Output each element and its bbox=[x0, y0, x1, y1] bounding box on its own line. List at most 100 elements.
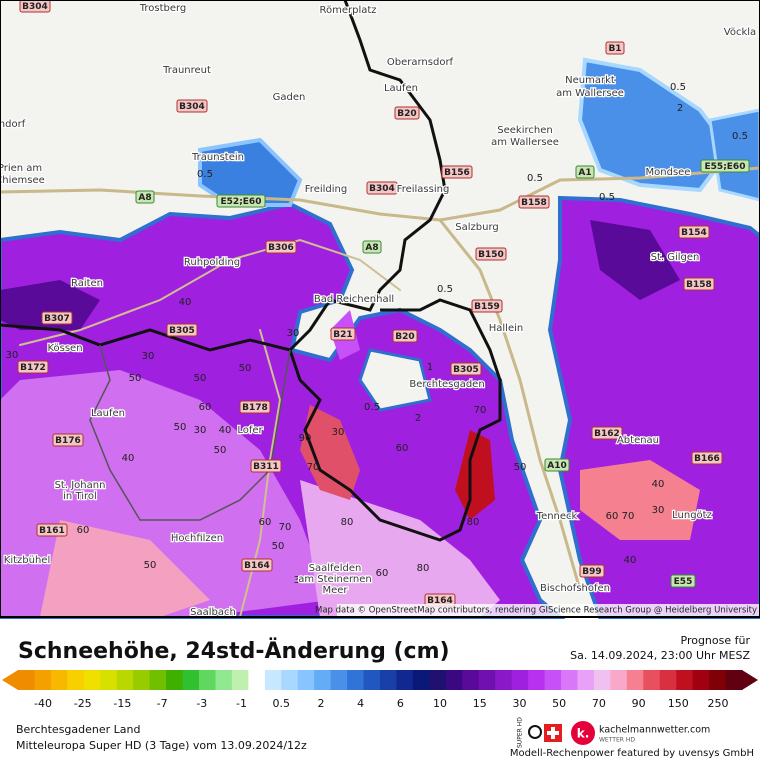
legend-swatch bbox=[182, 670, 200, 690]
legend-swatch bbox=[116, 670, 134, 690]
model: Mitteleuropa Super HD (3 Tage) vom 13.09… bbox=[16, 739, 307, 752]
brand-logo-letter: k. bbox=[577, 727, 590, 741]
legend-swatch bbox=[133, 670, 151, 690]
road-label: B154 bbox=[681, 228, 707, 238]
road-shield bbox=[394, 106, 420, 120]
road-shield bbox=[441, 165, 473, 179]
forecast-time: Sa. 14.09.2024, 23:00 Uhr MESZ bbox=[570, 649, 750, 662]
legend-tick-label: 2 bbox=[317, 697, 324, 710]
contour-label: 60 bbox=[606, 511, 619, 522]
contour-label: 30 bbox=[6, 350, 19, 361]
road-shield bbox=[239, 400, 271, 414]
contour-label: 2 bbox=[677, 103, 683, 114]
road-shield bbox=[544, 458, 570, 472]
road-label: B304 bbox=[369, 184, 395, 194]
contour-label: 30 bbox=[142, 351, 155, 362]
map-labels: B304 B1 B304 B20 B156 B304 A8 E52;E60 A1 E55;E60 B… bbox=[0, 0, 757, 619]
legend-tick-label: 0.5 bbox=[272, 697, 290, 710]
contour-label: 80 bbox=[417, 563, 430, 574]
road-label: B305 bbox=[453, 365, 479, 375]
place-label: Meer bbox=[322, 585, 348, 596]
road-shield bbox=[392, 329, 418, 343]
place-label: St. Gilgen bbox=[651, 252, 700, 263]
road-label: B20 bbox=[397, 109, 416, 119]
place-label: Gaden bbox=[273, 92, 306, 103]
road-shield bbox=[135, 190, 155, 204]
place-label: St. Johann bbox=[55, 480, 106, 491]
road-label: B161 bbox=[39, 526, 65, 536]
contour-label: 0.5 bbox=[599, 192, 615, 203]
place-label: Berchtesgaden bbox=[409, 379, 484, 390]
place-label: Prien am bbox=[0, 163, 42, 174]
contour-label: 60 bbox=[396, 443, 409, 454]
place-label: Mondsee bbox=[646, 167, 691, 178]
legend-tick-label: 4 bbox=[357, 697, 364, 710]
contour-label: 40 bbox=[219, 425, 232, 436]
legend-swatch bbox=[577, 670, 595, 690]
legend-swatch bbox=[445, 670, 463, 690]
legend-swatch bbox=[692, 670, 710, 690]
road-shield bbox=[41, 311, 73, 325]
legend-tick-label: 50 bbox=[552, 697, 566, 710]
legend-tick-label: -1 bbox=[236, 697, 247, 710]
road-label: A8 bbox=[365, 243, 378, 253]
legend-swatch bbox=[231, 670, 249, 690]
contour-label: 2 bbox=[415, 413, 421, 424]
legend-swatch bbox=[495, 670, 513, 690]
contour-label: 50 bbox=[174, 422, 187, 433]
legend-swatch bbox=[593, 670, 611, 690]
road-shield bbox=[330, 327, 356, 341]
place-label: Oberarnsdorf bbox=[387, 57, 454, 68]
legend-tick-label: 90 bbox=[632, 697, 646, 710]
road-shield bbox=[250, 459, 282, 473]
contour-label: 40 bbox=[122, 453, 135, 464]
road-shield bbox=[475, 247, 507, 261]
contour-label: 70 bbox=[279, 522, 292, 533]
place-label: in Tirol bbox=[63, 491, 97, 502]
road-label: B311 bbox=[253, 462, 279, 472]
brand-sub: WETTER HD bbox=[599, 737, 635, 744]
road-shield bbox=[700, 159, 750, 173]
legend-swatch bbox=[643, 670, 661, 690]
contour-label: 30 bbox=[194, 425, 207, 436]
legend-tick-label: 150 bbox=[668, 697, 689, 710]
place-label: Laufen bbox=[384, 83, 418, 94]
place-label: Bad Reichenhall bbox=[314, 294, 394, 305]
road-shield bbox=[19, 0, 51, 13]
legend-tick-label: 10 bbox=[433, 697, 447, 710]
legend-swatch bbox=[380, 670, 397, 690]
road-label: B166 bbox=[694, 454, 720, 464]
contour-label: 70 bbox=[307, 462, 320, 473]
place-label: Trostberg bbox=[139, 3, 187, 14]
road-shield bbox=[52, 433, 84, 447]
contour-label: 60 bbox=[77, 525, 90, 536]
contour-label: 30 bbox=[294, 575, 307, 586]
legend-swatch bbox=[396, 670, 414, 690]
contour-label: 30 bbox=[652, 505, 665, 516]
legend-tick-label: -3 bbox=[196, 697, 207, 710]
place-label: Laufen bbox=[91, 408, 125, 419]
place-label: Tenneck bbox=[536, 511, 578, 522]
legend-tick-label: 15 bbox=[473, 697, 487, 710]
road-label: B307 bbox=[44, 314, 70, 324]
place-label: Bischofshofen bbox=[540, 583, 610, 594]
legend-swatch bbox=[83, 670, 101, 690]
road-shield bbox=[670, 574, 696, 588]
contour-label: 60 bbox=[199, 402, 212, 413]
legend-swatch bbox=[199, 670, 216, 690]
road-shield bbox=[17, 360, 49, 374]
road-label: B99 bbox=[582, 567, 601, 577]
contour-label: 80 bbox=[341, 517, 354, 528]
legend-swatch bbox=[100, 670, 118, 690]
legend-swatch bbox=[544, 670, 562, 690]
legend-swatch bbox=[18, 670, 35, 690]
road-label: B158 bbox=[521, 198, 547, 208]
road-shield bbox=[166, 323, 198, 337]
contour-label: 50 bbox=[129, 373, 142, 384]
legend-tick-label: 6 bbox=[397, 697, 404, 710]
contour-label: 50 bbox=[214, 445, 227, 456]
legend-swatch bbox=[478, 670, 496, 690]
place-label: am Steinernen bbox=[298, 574, 372, 585]
road-shield bbox=[683, 277, 715, 291]
